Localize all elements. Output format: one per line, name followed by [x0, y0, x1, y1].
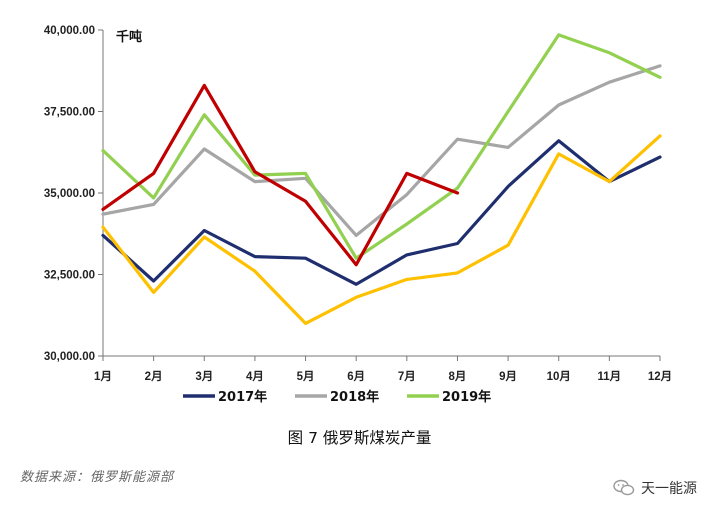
y-tick-label: 35,000.00 [44, 188, 95, 200]
legend-label: 2017年 [218, 389, 267, 405]
chart: 30,000.00 32,500.00 35,000.00 37,500.00 40,0… [44, 25, 672, 405]
axes [98, 29, 661, 361]
series-line-3 [101, 134, 662, 325]
x-tick-label: 5月 [297, 370, 315, 383]
series-line-2 [101, 33, 662, 260]
x-tick-label: 1月 [94, 370, 112, 383]
tick-labels: 30,000.00 32,500.00 35,000.00 37,500.00 40,0… [44, 25, 672, 383]
x-tick-label: 3月 [195, 370, 213, 383]
wechat-icon [613, 479, 635, 496]
y-tick-label: 32,500.00 [44, 270, 95, 282]
x-tick-label: 12月 [648, 370, 672, 383]
series-line-4 [101, 83, 460, 267]
x-tick-label: 10月 [547, 370, 571, 383]
x-tick-label: 7月 [398, 370, 416, 383]
brand-name: 天一能源 [641, 481, 697, 497]
brand: 天一能源 [613, 478, 697, 498]
y-tick-label: 40,000.00 [44, 25, 95, 37]
y-tick-label: 37,500.00 [44, 107, 95, 119]
y-tick-label: 30,000.00 [44, 351, 95, 363]
x-tick-label: 11月 [598, 370, 622, 383]
chart-title: 图 7 俄罗斯煤炭产量 [287, 429, 432, 447]
x-tick-label: 4月 [246, 370, 264, 383]
series-line-0 [101, 139, 662, 286]
legend: 2017年 2018年 2019年 [183, 389, 491, 405]
series-line-1 [101, 64, 662, 237]
x-tick-label: 6月 [347, 370, 365, 383]
series-lines [101, 33, 662, 325]
data-source: 数据来源：俄罗斯能源部 [20, 470, 175, 485]
x-tick-label: 9月 [499, 370, 517, 383]
x-tick-label: 8月 [449, 370, 467, 383]
x-tick-label: 2月 [145, 370, 163, 383]
legend-label: 2019年 [442, 389, 491, 405]
unit-label: 千吨 [116, 29, 142, 45]
legend-label: 2018年 [330, 389, 379, 405]
